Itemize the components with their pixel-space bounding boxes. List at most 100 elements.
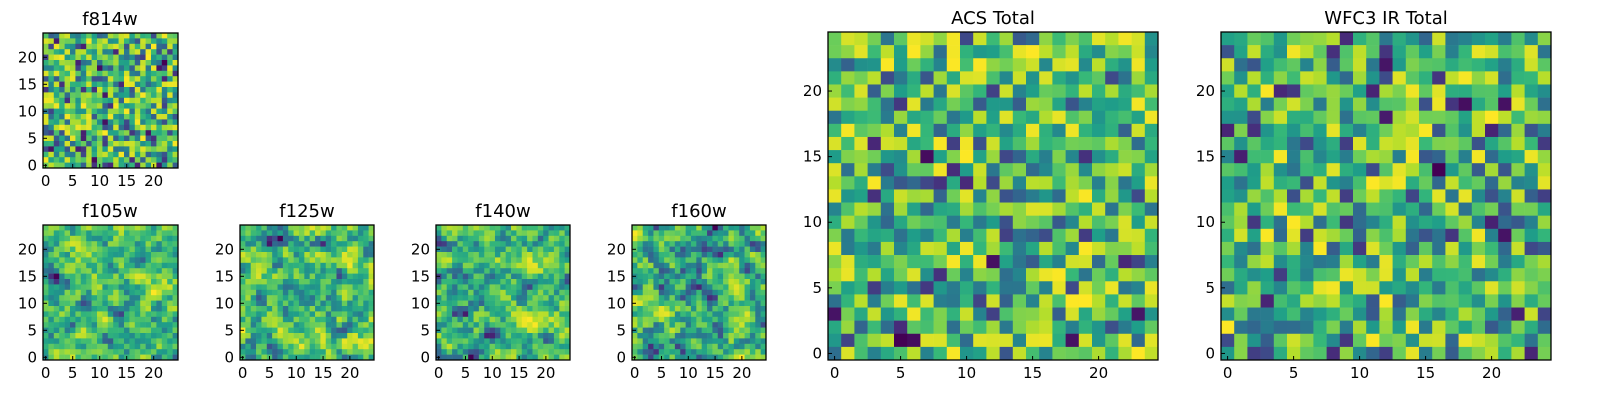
heatmap-cell <box>145 119 152 126</box>
heatmap-cell <box>500 252 506 258</box>
heatmap-cell <box>484 338 490 345</box>
heatmap-cell <box>1131 58 1146 72</box>
heatmap-cell <box>261 257 268 264</box>
heatmap-cell <box>1339 320 1354 335</box>
heatmap-cell <box>723 262 729 269</box>
heatmap-cell <box>134 241 141 247</box>
heatmap-cell <box>1065 84 1080 98</box>
heatmap-cell <box>648 257 654 264</box>
heatmap-cell <box>441 354 448 361</box>
heatmap-cell <box>1511 176 1525 190</box>
heatmap-cell <box>113 141 119 147</box>
heatmap-cell <box>86 65 92 72</box>
heatmap-cell <box>457 295 464 301</box>
heatmap-cell <box>1012 189 1027 203</box>
heatmap-cell <box>733 284 740 291</box>
heatmap-cell <box>749 354 756 361</box>
heatmap-cell <box>537 230 544 237</box>
heatmap-cell <box>167 135 173 142</box>
heatmap-cell <box>728 257 735 264</box>
heatmap-cell <box>97 349 103 355</box>
heatmap-cell <box>478 262 485 269</box>
heatmap-cell <box>1234 281 1248 295</box>
heatmap-cell <box>53 273 60 280</box>
heatmap-cell <box>674 343 681 350</box>
heatmap-cell <box>637 306 644 312</box>
heatmap-cell <box>744 284 751 291</box>
heatmap-cell <box>91 146 98 153</box>
heatmap-cell <box>553 338 560 345</box>
heatmap-cell <box>484 316 490 323</box>
heatmap-cell <box>266 241 273 247</box>
heatmap-cell <box>315 295 321 301</box>
heatmap-cell <box>907 294 921 308</box>
heatmap-cell <box>1458 202 1473 216</box>
heatmap-cell <box>161 230 168 237</box>
heatmap-cell <box>749 327 756 334</box>
heatmap-cell <box>315 241 321 247</box>
heatmap-cell <box>1458 176 1473 190</box>
heatmap-cell <box>113 87 119 93</box>
heatmap-cell <box>543 322 549 328</box>
heatmap-cell <box>1039 268 1053 282</box>
heatmap-cell <box>250 289 257 296</box>
heatmap-cell <box>357 349 364 355</box>
heatmap-cell <box>658 252 665 258</box>
heatmap-cell <box>298 333 305 339</box>
heatmap-cell <box>1092 32 1106 46</box>
heatmap-cell <box>1498 110 1512 125</box>
heatmap-cell <box>1485 189 1499 203</box>
heatmap-cell <box>118 338 125 345</box>
heatmap-cell <box>80 97 87 104</box>
heatmap-cell <box>86 295 92 301</box>
heatmap-cell <box>669 306 676 312</box>
heatmap-cell <box>256 333 262 339</box>
heatmap-cell <box>86 284 92 291</box>
heatmap-cell <box>336 246 343 253</box>
heatmap-cell <box>1498 163 1512 177</box>
heatmap-cell <box>156 92 163 99</box>
heatmap-cell <box>559 306 565 312</box>
heatmap-cell <box>696 252 702 258</box>
heatmap-cell <box>124 225 130 231</box>
heatmap-cell <box>674 327 681 334</box>
heatmap-cell <box>920 333 934 348</box>
heatmap-cell <box>1353 215 1367 230</box>
heatmap-cell <box>521 333 528 339</box>
heatmap-cell <box>266 289 273 296</box>
heatmap-cell <box>894 307 908 321</box>
heatmap-cell <box>642 225 649 231</box>
y-tick-label: 15 <box>607 267 626 285</box>
heatmap-cell <box>712 262 719 269</box>
heatmap-cell <box>674 252 681 258</box>
y-tick-label: 0 <box>224 348 234 366</box>
heatmap-cell <box>64 279 71 285</box>
heatmap-cell <box>250 295 257 301</box>
x-tick-label: 5 <box>1289 364 1299 382</box>
heatmap-cell <box>690 268 697 274</box>
heatmap-cell <box>960 189 974 203</box>
heatmap-cell <box>960 294 974 308</box>
heatmap-cell <box>880 189 895 203</box>
heatmap-cell <box>107 151 114 158</box>
heatmap-cell <box>841 281 855 295</box>
heatmap-cell <box>129 119 136 126</box>
heatmap-cell <box>728 246 735 253</box>
heatmap-cell <box>642 284 649 291</box>
heatmap-cell <box>527 311 533 318</box>
heatmap-cell <box>564 327 571 334</box>
heatmap-cell <box>336 284 343 291</box>
heatmap-cell <box>744 257 751 264</box>
heatmap-cell <box>53 322 60 328</box>
heatmap-cell <box>1026 150 1040 164</box>
x-tick-label: 15 <box>117 172 136 190</box>
heatmap-cell <box>53 225 60 231</box>
heatmap-cell <box>1118 150 1132 164</box>
heatmap-cell <box>156 289 163 296</box>
heatmap-cell <box>516 349 523 355</box>
heatmap-cell <box>1326 346 1341 361</box>
heatmap-cell <box>151 54 157 61</box>
heatmap-cell <box>266 306 273 312</box>
heatmap-cell <box>674 273 681 280</box>
heatmap-cell <box>733 252 740 258</box>
